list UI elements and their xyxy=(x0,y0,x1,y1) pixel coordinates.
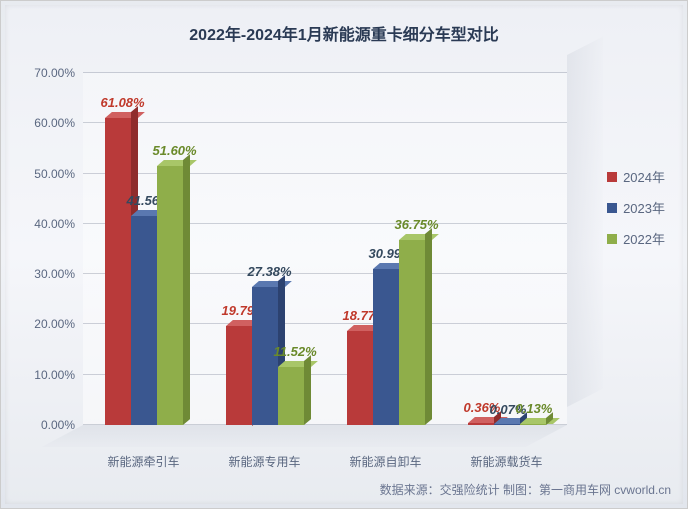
y-axis-tick: 70.00% xyxy=(34,66,83,80)
y-axis-tick: 60.00% xyxy=(34,116,83,130)
bar xyxy=(347,331,373,425)
x-axis-label: 新能源载货车 xyxy=(470,425,542,470)
legend-label: 2024年 xyxy=(623,167,665,186)
value-label: 11.52% xyxy=(274,344,317,359)
chart-title: 2022年-2024年1月新能源重卡细分车型对比 xyxy=(5,21,683,45)
credit-text: 数据来源：交强险统计 制图：第一商用车网 cvworld.cn xyxy=(380,481,671,498)
x-axis-label: 新能源专用车 xyxy=(228,425,300,470)
legend-swatch-2023 xyxy=(607,203,617,213)
legend-swatch-2024 xyxy=(607,172,617,182)
value-label: 61.08% xyxy=(101,95,145,110)
grid-line xyxy=(83,122,567,123)
legend: 2024年 2023年 2022年 xyxy=(607,167,665,260)
y-axis-tick: 20.00% xyxy=(34,317,83,331)
bar xyxy=(226,326,252,426)
wall-right xyxy=(567,37,603,407)
y-axis-tick: 0.00% xyxy=(41,418,83,432)
bar xyxy=(494,424,520,425)
y-axis-tick: 50.00% xyxy=(34,167,83,181)
chart-inner: 2022年-2024年1月新能源重卡细分车型对比 0.00%10.00%20.0… xyxy=(5,5,683,504)
legend-item: 2022年 xyxy=(607,229,665,248)
legend-item: 2023年 xyxy=(607,198,665,217)
x-axis-label: 新能源自卸车 xyxy=(349,425,421,470)
bar xyxy=(278,367,304,425)
legend-swatch-2022 xyxy=(607,234,617,244)
bar xyxy=(468,423,494,425)
bar xyxy=(157,166,183,425)
value-label: 36.75% xyxy=(395,217,439,232)
bar xyxy=(399,240,425,425)
value-label: 0.13% xyxy=(516,401,553,416)
y-axis-tick: 10.00% xyxy=(34,368,83,382)
bar xyxy=(131,216,157,425)
legend-label: 2023年 xyxy=(623,198,665,217)
legend-item: 2024年 xyxy=(607,167,665,186)
y-axis-tick: 40.00% xyxy=(34,217,83,231)
value-label: 27.38% xyxy=(248,264,292,279)
x-axis-label: 新能源牵引车 xyxy=(107,425,179,470)
plot-area: 0.00%10.00%20.00%30.00%40.00%50.00%60.00… xyxy=(83,73,567,425)
legend-label: 2022年 xyxy=(623,229,665,248)
bar xyxy=(520,424,546,425)
bar xyxy=(373,269,399,425)
value-label: 51.60% xyxy=(153,143,197,158)
grid-line xyxy=(83,72,567,73)
bar xyxy=(105,118,131,425)
chart-container: 2022年-2024年1月新能源重卡细分车型对比 0.00%10.00%20.0… xyxy=(0,0,688,509)
y-axis-tick: 30.00% xyxy=(34,267,83,281)
